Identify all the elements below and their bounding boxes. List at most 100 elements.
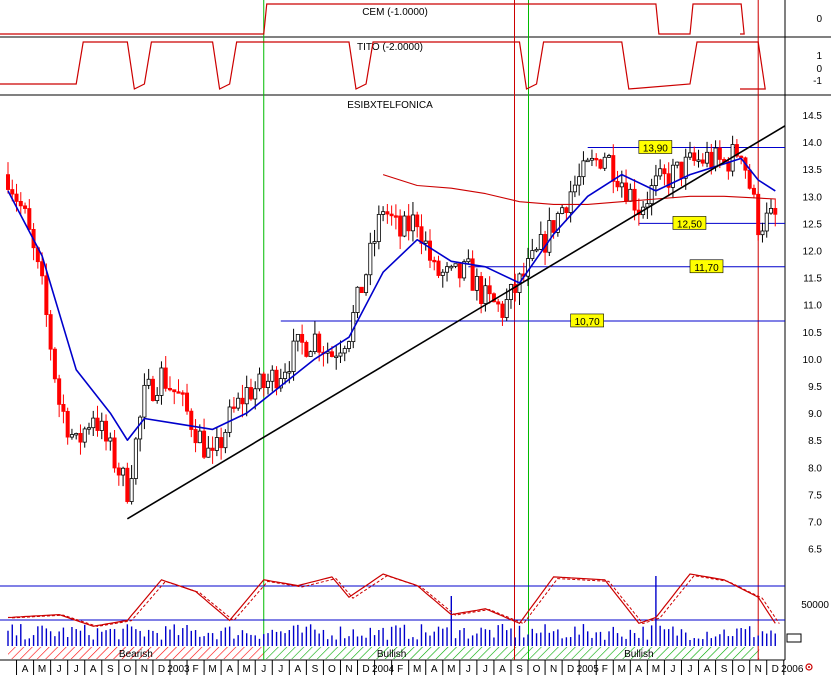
candle-body	[125, 467, 130, 502]
candle-body	[406, 215, 411, 232]
candle-body	[61, 403, 66, 412]
tito-tick: 1	[816, 51, 822, 62]
candle-body	[10, 189, 15, 195]
candle-body	[283, 371, 288, 380]
x-tick-label: S	[516, 664, 523, 675]
candle-body	[543, 234, 548, 253]
regime-label: Bearish	[119, 649, 153, 660]
x-tick-label: J	[688, 664, 693, 675]
x-tick-label: 2003	[167, 664, 190, 675]
y-tick-label: 13.5	[803, 165, 823, 176]
candle-body	[180, 392, 185, 395]
candle-body	[18, 200, 23, 207]
candle-body	[129, 478, 134, 502]
y-tick-label: 12.0	[803, 247, 823, 258]
candle-body	[688, 152, 693, 158]
candle-body	[274, 369, 279, 389]
candle-body	[449, 265, 454, 269]
candle-body	[624, 182, 629, 202]
x-tick-label: J	[74, 664, 79, 675]
candle-body	[453, 263, 458, 267]
candle-body	[27, 208, 32, 230]
x-tick-label: F	[397, 664, 403, 675]
candle-body	[69, 434, 74, 438]
x-tick-label: M	[413, 664, 421, 675]
candle-body	[372, 241, 377, 244]
candle-body	[577, 176, 582, 186]
candle-body	[57, 378, 62, 405]
candle-body	[287, 371, 292, 374]
candle-body	[86, 427, 91, 430]
candle-body	[334, 355, 339, 359]
candle-body	[338, 352, 343, 357]
fast-moving-average-line	[7, 157, 776, 442]
candle-body	[23, 205, 28, 209]
candle-body	[385, 211, 390, 215]
regime-label: Bullish	[377, 649, 406, 660]
candle-body	[581, 160, 586, 178]
scroll-box-icon[interactable]	[786, 633, 802, 643]
candle-body	[14, 193, 19, 202]
x-tick-label: S	[107, 664, 114, 675]
candle-body	[291, 340, 296, 372]
y-tick-label: 7.5	[808, 490, 822, 501]
candle-body	[78, 433, 83, 443]
candle-body	[402, 215, 407, 237]
candle-body	[432, 259, 437, 263]
candle-body	[739, 155, 744, 159]
y-tick-label: 9.0	[808, 409, 822, 420]
x-tick-label: F	[192, 664, 198, 675]
candle-body	[44, 275, 49, 315]
candle-body	[713, 147, 718, 168]
candle-body	[551, 220, 556, 233]
record-icon[interactable]	[805, 663, 813, 671]
candle-body	[751, 187, 756, 195]
candle-body	[658, 168, 663, 177]
x-tick-label: N	[141, 664, 148, 675]
candle-body	[479, 276, 484, 304]
candle-body	[112, 437, 117, 469]
x-tick-label: N	[550, 664, 557, 675]
candle-body	[304, 341, 309, 357]
candle-body	[202, 430, 207, 458]
candle-body	[615, 180, 620, 188]
candle-body	[508, 284, 513, 300]
candle-body	[312, 333, 317, 353]
candle-body	[427, 240, 432, 261]
candle-body	[662, 168, 667, 175]
candle-body	[423, 240, 428, 244]
candle-body	[150, 378, 155, 401]
candle-body	[670, 164, 675, 188]
candle-body	[342, 348, 347, 354]
candle-body	[278, 378, 283, 389]
candle-body	[231, 406, 236, 409]
x-tick-label: O	[533, 664, 541, 675]
candle-body	[773, 207, 778, 215]
candle-body	[270, 369, 275, 382]
candle-body	[74, 433, 79, 436]
level-label: 10,70	[575, 317, 600, 328]
oscillator-signal-line	[11, 575, 780, 627]
tito-tick: -1	[813, 76, 822, 87]
candle-body	[632, 188, 637, 211]
candle-body	[257, 373, 262, 390]
x-tick-label: M	[652, 664, 660, 675]
candle-body	[197, 430, 202, 444]
candle-body	[99, 420, 104, 431]
x-tick-label: 2006	[781, 664, 804, 675]
candle-body	[560, 207, 565, 214]
tito-panel-label: TITO (-2.0000)	[357, 42, 423, 53]
candle-body	[185, 392, 190, 412]
x-tick-label: D	[158, 664, 165, 675]
candle-body	[40, 261, 45, 277]
x-tick-label: D	[362, 664, 369, 675]
candle-body	[167, 387, 172, 391]
candle-body	[206, 447, 211, 458]
candle-body	[679, 161, 684, 179]
record-dot-icon	[808, 666, 810, 668]
y-tick-label: 10.0	[803, 355, 823, 366]
candle-body	[398, 215, 403, 237]
y-tick-label: 12.5	[803, 219, 823, 230]
candle-body	[683, 156, 688, 179]
regime-band	[263, 647, 520, 659]
